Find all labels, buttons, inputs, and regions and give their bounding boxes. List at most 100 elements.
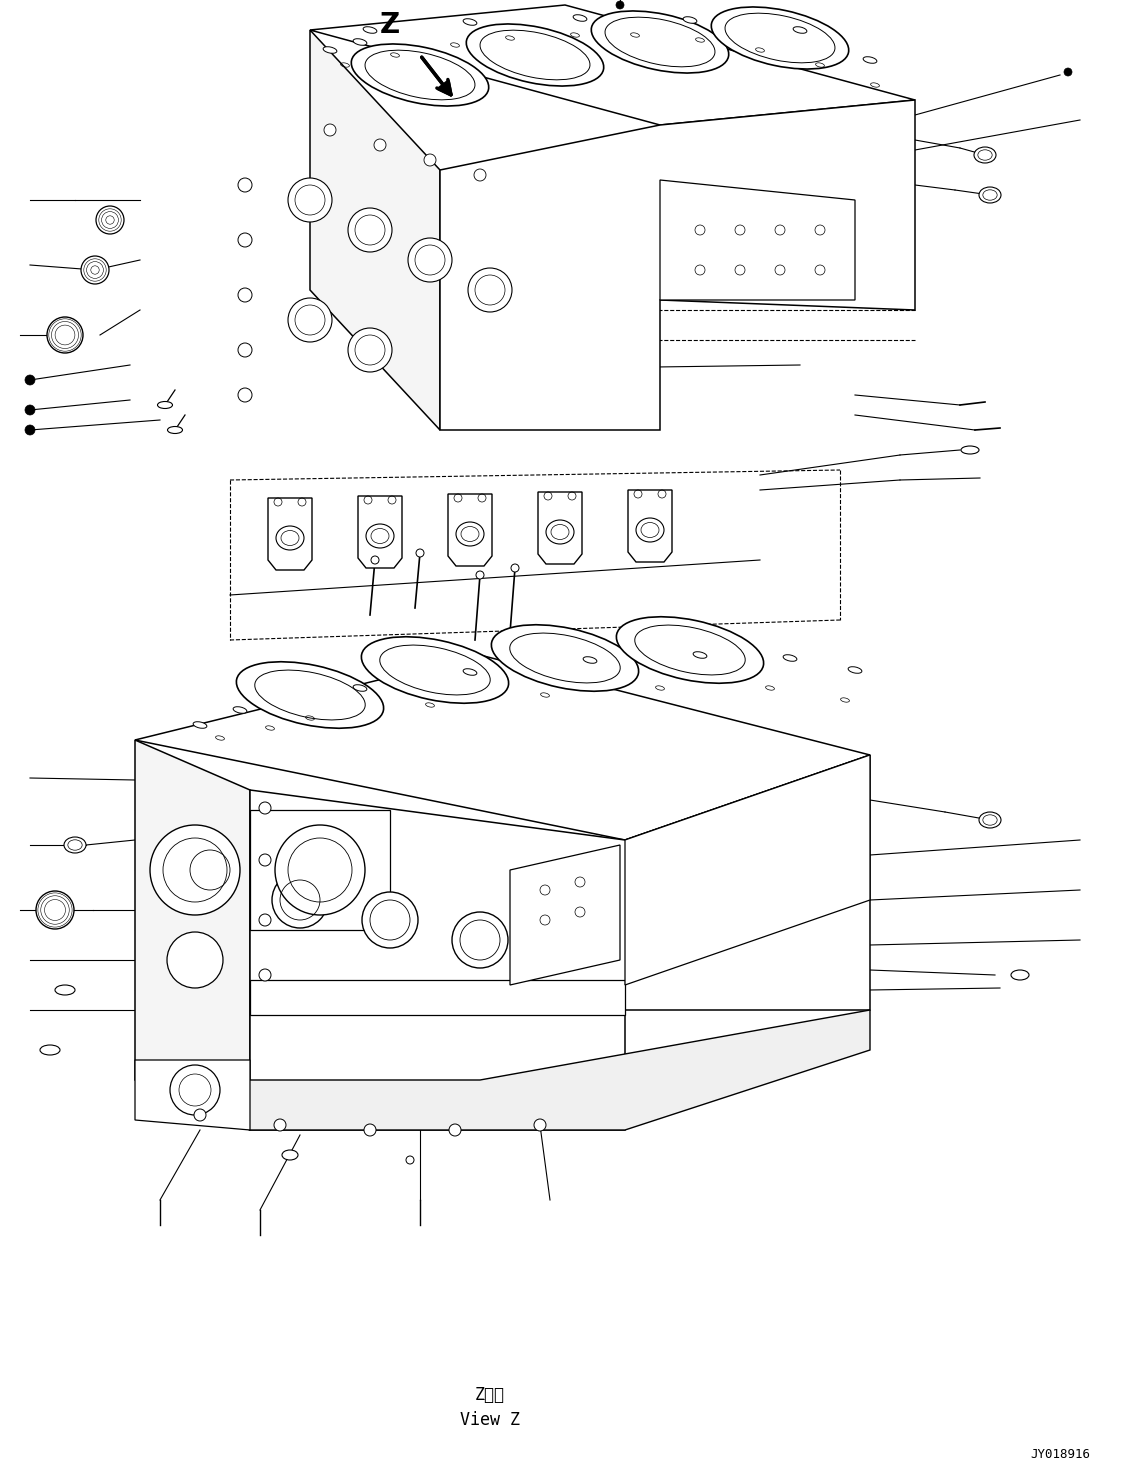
Ellipse shape [353, 685, 367, 691]
Circle shape [259, 801, 271, 813]
Ellipse shape [511, 564, 519, 573]
Ellipse shape [980, 187, 1001, 204]
Ellipse shape [40, 1045, 59, 1055]
Ellipse shape [366, 524, 394, 548]
Polygon shape [448, 494, 491, 565]
Ellipse shape [980, 812, 1001, 828]
Ellipse shape [361, 636, 509, 703]
Circle shape [150, 825, 240, 915]
Ellipse shape [863, 56, 877, 63]
Circle shape [259, 914, 271, 925]
Circle shape [238, 179, 251, 192]
Ellipse shape [534, 1119, 546, 1131]
Ellipse shape [463, 19, 477, 25]
Ellipse shape [67, 840, 82, 850]
Circle shape [25, 404, 35, 415]
Ellipse shape [636, 518, 664, 542]
Circle shape [416, 549, 424, 556]
Circle shape [362, 892, 418, 948]
Polygon shape [135, 655, 870, 840]
Ellipse shape [466, 24, 604, 86]
Ellipse shape [47, 317, 83, 353]
Circle shape [167, 931, 223, 987]
Polygon shape [660, 180, 855, 300]
Circle shape [408, 238, 451, 282]
Ellipse shape [456, 523, 483, 546]
Ellipse shape [55, 984, 75, 995]
Polygon shape [625, 756, 870, 984]
Ellipse shape [616, 617, 764, 683]
Circle shape [272, 872, 328, 928]
Ellipse shape [353, 38, 367, 46]
Ellipse shape [233, 707, 247, 713]
Ellipse shape [168, 427, 183, 434]
Ellipse shape [463, 669, 477, 676]
Circle shape [323, 124, 336, 136]
Ellipse shape [64, 837, 86, 853]
Ellipse shape [783, 655, 797, 661]
Polygon shape [440, 100, 916, 430]
Ellipse shape [35, 892, 74, 928]
Ellipse shape [406, 1156, 414, 1165]
Ellipse shape [974, 148, 996, 162]
Ellipse shape [351, 44, 489, 106]
Ellipse shape [363, 27, 377, 34]
Polygon shape [135, 739, 250, 1131]
Polygon shape [250, 756, 870, 1131]
Ellipse shape [591, 10, 729, 72]
Ellipse shape [275, 525, 304, 551]
Ellipse shape [449, 1125, 461, 1137]
Ellipse shape [363, 1125, 376, 1137]
Text: JY018916: JY018916 [1030, 1448, 1090, 1461]
Circle shape [238, 388, 251, 401]
Polygon shape [250, 810, 390, 930]
Ellipse shape [96, 207, 123, 235]
Circle shape [474, 168, 486, 182]
Circle shape [1064, 68, 1072, 75]
Polygon shape [135, 1010, 870, 1131]
Ellipse shape [684, 16, 697, 24]
Circle shape [451, 912, 507, 968]
Ellipse shape [978, 149, 992, 161]
Circle shape [238, 288, 251, 303]
Ellipse shape [983, 190, 997, 201]
Polygon shape [510, 844, 620, 984]
Polygon shape [310, 4, 916, 125]
Circle shape [347, 208, 392, 252]
Circle shape [238, 342, 251, 357]
Polygon shape [135, 1060, 250, 1131]
Circle shape [467, 269, 512, 311]
Polygon shape [310, 30, 440, 430]
Circle shape [288, 298, 331, 342]
Text: Z: Z [379, 10, 400, 38]
Polygon shape [267, 497, 312, 570]
Circle shape [170, 1066, 219, 1114]
Ellipse shape [475, 571, 483, 579]
Polygon shape [628, 490, 672, 562]
Ellipse shape [274, 1119, 286, 1131]
Ellipse shape [793, 27, 807, 34]
Ellipse shape [848, 667, 862, 673]
Circle shape [371, 556, 379, 564]
Ellipse shape [158, 401, 173, 409]
Ellipse shape [491, 624, 639, 691]
Circle shape [182, 841, 238, 897]
Ellipse shape [237, 661, 384, 728]
Circle shape [347, 328, 392, 372]
Circle shape [374, 139, 386, 151]
Ellipse shape [81, 255, 109, 283]
Text: Z　視: Z 視 [475, 1386, 505, 1404]
Ellipse shape [323, 47, 337, 53]
Ellipse shape [546, 520, 574, 545]
Circle shape [616, 1, 624, 9]
Ellipse shape [573, 15, 586, 21]
Text: View Z: View Z [459, 1411, 520, 1429]
Circle shape [25, 375, 35, 385]
Circle shape [259, 855, 271, 866]
Ellipse shape [282, 1150, 298, 1160]
Ellipse shape [961, 446, 980, 455]
Circle shape [238, 233, 251, 246]
Circle shape [288, 179, 331, 221]
Circle shape [424, 154, 435, 165]
Polygon shape [358, 496, 402, 568]
